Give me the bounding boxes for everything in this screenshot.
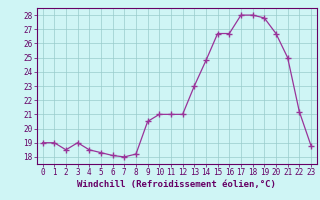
X-axis label: Windchill (Refroidissement éolien,°C): Windchill (Refroidissement éolien,°C) [77,180,276,189]
